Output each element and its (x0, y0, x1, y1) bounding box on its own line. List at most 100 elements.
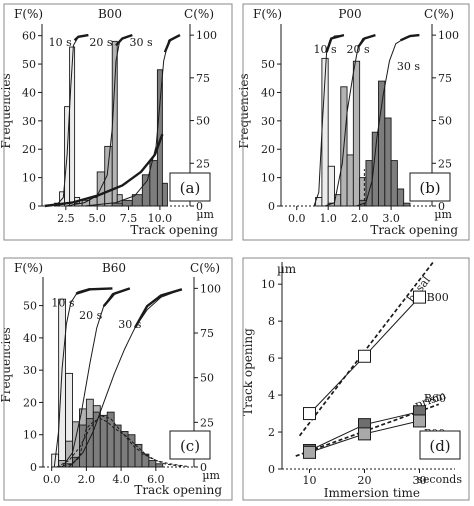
panel-c-bar-3-8 (113, 424, 122, 468)
panel-a-series-label-1: 10 s (49, 36, 72, 49)
panel-b-bar-1-3 (327, 165, 335, 207)
panel-c-bar-3-13 (148, 460, 157, 468)
panel-a-right-axis-label: C(%) (184, 7, 214, 21)
panel-a-tag-box (169, 172, 211, 202)
panel-a-bar-3-2 (121, 199, 133, 207)
panel-c-y-tick-label-1: 0 (30, 461, 37, 474)
panel-a-curve-5 (115, 33, 133, 47)
panel-c-x-tick-label-4: 6.0 (147, 473, 165, 486)
panel-b-y2-tick-label-3: 50 (438, 115, 452, 128)
panel-c-y2-tick-label-4: 75 (200, 327, 214, 340)
panel-a-bar-3-1 (111, 202, 123, 207)
panel-c-plot: 0 10 20 30 40 50 0 25 50 75 100 0.0 2.0 4.0 6.0 10 s 20 … (3, 257, 233, 501)
panel-a-y2-tick-label-4: 75 (196, 72, 210, 85)
panel-d-y-tick-label-3: 4 (268, 389, 275, 402)
panel-b-y-tick-label-3: 20 (261, 143, 275, 156)
panel-c-curve-7 (56, 414, 182, 468)
panel-a-plot: 0 10 20 30 40 50 60 0 25 50 75 100 2.5 5.0 7.5 10.0 10 s… (3, 3, 233, 241)
panel-c-y-tick-label-4: 30 (23, 364, 37, 377)
panel-a-series-label-3: 30 s (130, 36, 153, 49)
panel-a-y2-tick-label-2: 25 (196, 157, 210, 170)
panel-d-x-unit: seconds (417, 473, 462, 486)
panel-a-bar-1-4 (69, 46, 76, 207)
panel-a: F(%) B00 C(%) Frequencies Track opening … (0, 3, 233, 241)
panel-b-bar-3-5 (384, 117, 392, 207)
panel-d-y-tick-label-1: 0 (268, 463, 275, 476)
panel-c-y2-tick-label-3: 50 (200, 372, 214, 385)
panel-d-y-tick-label-2: 2 (268, 426, 275, 439)
panel-b-series-label-1: 10 s (313, 43, 336, 56)
panel-c-bar-3-9 (120, 431, 129, 468)
panel-b-y-tick-label-2: 10 (261, 172, 275, 185)
panel-b-title: P00 (338, 7, 361, 21)
panel-d-series-label-B60: B60 (424, 392, 446, 405)
panel-d-tag-box (419, 430, 461, 460)
panel-b-y-tick-label-6: 50 (261, 58, 275, 71)
panel-c-ylabel: Frequencies (0, 327, 13, 402)
panel-d-ylabel: Track opening (241, 328, 255, 416)
panel-a-y2-tick-label-3: 50 (196, 115, 210, 128)
panel-c-series-label-2: 20 s (79, 309, 102, 322)
panel-c-left-axis-label: F(%) (14, 261, 43, 275)
panel-b-xlabel: Track opening (370, 223, 458, 237)
panel-b-right-axis-label: C(%) (424, 7, 454, 21)
panel-b-left-axis-label: F(%) (253, 7, 282, 21)
panel-d-marker-B00-3 (413, 290, 426, 304)
panel-d-x-tick-label-3: 30 (413, 474, 427, 487)
panel-d: µm Track opening Immersion time seconds … (241, 257, 470, 501)
panel-c-series-label-3: 30 s (118, 318, 141, 331)
panel-d-marker-P00-1 (303, 445, 316, 459)
panel-b-bar-3-6 (390, 160, 398, 207)
panel-d-marker-B00-2 (358, 349, 371, 363)
panel-a-y-tick-label-7: 60 (22, 30, 36, 43)
panel-c-frame (3, 257, 233, 501)
panel-a-title: B00 (98, 7, 122, 21)
panel-c-x-tick-label-3: 4.0 (112, 473, 130, 486)
panel-c-x-tick-label-1: 0.0 (43, 473, 61, 486)
panel-b-y2-tick-label-5: 100 (438, 29, 459, 42)
panel-a-left-axis-label: F(%) (14, 7, 43, 21)
panel-c-y-tick-label-6: 50 (23, 300, 37, 313)
panel-d-tag: (d) (429, 437, 450, 455)
panel-a-ylabel: Frequencies (0, 73, 13, 148)
panel-c-curve-3 (68, 288, 183, 468)
panel-a-bar-3-7 (161, 182, 168, 207)
panel-c-y2-tick-label-2: 25 (200, 416, 214, 429)
panel-d-marker-P00-2 (358, 427, 371, 441)
panel-d-x-tick-label-2: 20 (358, 474, 372, 487)
panel-b-x-tick-label-3: 2.0 (351, 212, 369, 225)
panel-b-bar-2-5 (352, 60, 361, 207)
panel-c-bar-3-6 (99, 414, 108, 468)
panel-b-x-tick-label-4: 3.0 (382, 212, 400, 225)
panel-b-series-label-3: 30 s (397, 60, 420, 73)
panel-a-y-tick-label-1: 0 (29, 200, 36, 213)
panel-a-y-tick-label-6: 50 (22, 58, 36, 71)
panel-c-tag-box (169, 430, 211, 460)
panel-d-series-label-B00: B00 (427, 291, 449, 304)
panel-a-x-tick-label-1: 2.5 (57, 212, 75, 225)
panel-b-bar-3-4 (378, 80, 386, 207)
panel-a-bar-2-5 (104, 145, 113, 207)
panel-b-y2-tick-label-2: 25 (438, 157, 452, 170)
panel-b-y2-tick-label-4: 75 (438, 72, 452, 85)
panel-b: F(%) P00 C(%) Frequencies Track opening … (237, 3, 470, 241)
panel-a-curve-4 (73, 33, 89, 42)
panel-c-y-tick-label-3: 20 (23, 396, 37, 409)
panel-c-curve-5 (102, 287, 131, 307)
panel-a-curve-2 (65, 34, 133, 207)
panel-a-curve-7 (163, 34, 181, 53)
panel-c-bar-3-11 (134, 443, 143, 468)
panel-b-bar-3-7 (396, 188, 405, 207)
panel-a-x-tick-label-2: 5.0 (88, 212, 106, 225)
panel-a-x-tick-label-3: 7.5 (120, 212, 138, 225)
panel-d-plot: 0246810102030basalprismB00B60P00 (242, 257, 470, 501)
panel-b-y-tick-label-5: 40 (261, 86, 275, 99)
panel-c-series-label-1: 10 s (51, 297, 74, 310)
panel-b-x-tick-label-2: 1.0 (319, 212, 337, 225)
panel-c-bar-3-7 (106, 411, 115, 468)
panel-a-y2-tick-label-1: 0 (196, 200, 203, 213)
panel-a-y-tick-label-4: 30 (22, 115, 36, 128)
panel-d-y-tick-label-5: 8 (268, 315, 275, 328)
panel-b-x-unit: µm (434, 208, 452, 221)
